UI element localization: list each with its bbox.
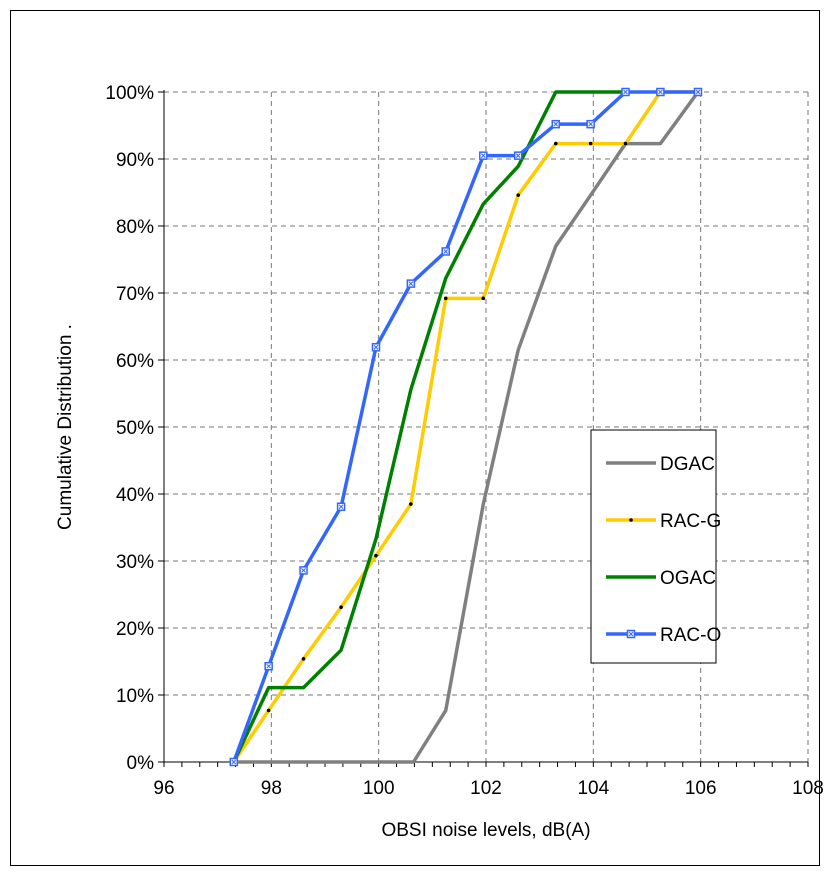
data-point-rac-o-cross (408, 281, 414, 286)
grid (164, 91, 809, 762)
y-tick-label: 80% (116, 217, 154, 238)
legend-label-rac-o: RAC-O (660, 625, 721, 646)
data-point-rac-o-cross (553, 121, 559, 127)
data-point-rac-g (588, 141, 593, 146)
y-tick-label: 40% (116, 485, 154, 506)
axes (158, 90, 809, 767)
data-point-rac-g (301, 657, 306, 661)
x-axis-title: OBSI noise levels, dB(A) (381, 820, 590, 841)
data-point-rac-g (481, 296, 486, 301)
series-lines (229, 87, 703, 767)
data-point-rac-o-cross (588, 121, 594, 127)
series-rac-o (229, 87, 703, 767)
y-axis-title: Cumulative Distribution . (55, 324, 76, 530)
legend-box (590, 429, 717, 664)
series-line-ogac (232, 90, 626, 763)
data-point-rac-g (409, 502, 413, 506)
y-tick-label: 70% (116, 284, 154, 305)
y-tick-label: 30% (116, 552, 154, 573)
data-point-rac-o-cross (443, 249, 449, 254)
y-tick-label: 100% (105, 83, 154, 104)
legend-marker-rac-g (629, 518, 633, 522)
x-tick-label: 98 (261, 778, 282, 799)
data-point-rac-g (623, 141, 628, 146)
legend-label-rac-g: RAC-G (660, 511, 721, 532)
data-point-rac-o-cross (231, 759, 237, 765)
x-tick-label: 100 (363, 778, 395, 799)
y-tick-label: 20% (116, 619, 154, 640)
tick-labels: 0% 10% 20% 30% 40% 50% 60% 70% 80% 90% 100% 96 98 100… (105, 83, 823, 799)
x-tick-label: 96 (153, 778, 174, 799)
legend-marker-rac-o-cross (628, 631, 634, 637)
data-point-rac-g (339, 605, 343, 610)
data-point-rac-o-cross (623, 89, 628, 95)
series-line-rac-o (232, 90, 698, 763)
data-point-rac-o-cross (266, 663, 272, 669)
series-dgac (233, 90, 700, 764)
data-point-rac-g (266, 708, 271, 713)
series-line-rac-g (232, 90, 698, 763)
data-point-rac-o-cross (515, 153, 521, 159)
data-point-rac-g (553, 141, 558, 146)
y-tick-label: 50% (116, 418, 154, 439)
x-tick-label: 108 (792, 778, 824, 799)
data-point-rac-o-cross (301, 568, 306, 573)
y-tick-label: 0% (127, 753, 155, 774)
legend-label-ogac: OGAC (660, 568, 716, 589)
series-line-dgac (233, 90, 700, 764)
y-tick-label: 60% (116, 351, 154, 372)
y-tick-label: 10% (116, 686, 154, 707)
data-point-rac-o-cross (658, 89, 663, 95)
x-tick-label: 104 (577, 778, 609, 799)
data-point-rac-g (516, 193, 520, 197)
x-tick-label: 106 (685, 778, 717, 799)
data-point-rac-g (443, 296, 448, 301)
data-point-rac-g (374, 553, 378, 558)
legend: DGAC RAC-G OGAC RAC-O (590, 429, 721, 664)
x-tick-label: 102 (470, 778, 502, 799)
legend-label-dgac: DGAC (660, 454, 715, 475)
series-ogac (232, 90, 626, 763)
y-tick-label: 90% (116, 150, 154, 171)
data-point-rac-o-cross (480, 153, 486, 159)
data-point-rac-o-cross (695, 89, 701, 95)
series-rac-g (231, 90, 700, 764)
data-point-rac-o-cross (338, 504, 344, 510)
data-point-rac-o-cross (373, 344, 379, 350)
